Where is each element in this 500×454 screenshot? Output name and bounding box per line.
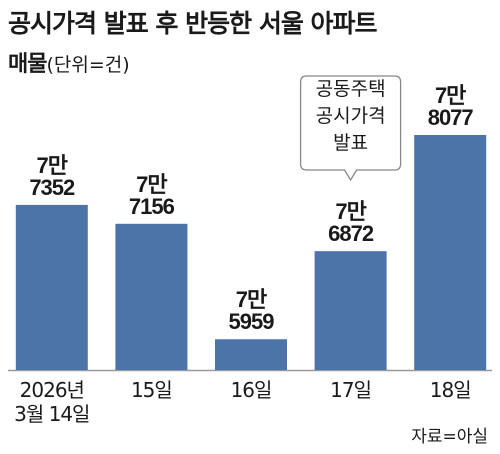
- x-tick-label: 17일: [330, 378, 372, 402]
- bar: [314, 251, 387, 370]
- value-label: 7만 5959: [228, 287, 275, 335]
- unit: (단위=건): [46, 54, 130, 76]
- value-label: 7만 7352: [29, 152, 75, 200]
- callout-box: [299, 75, 402, 182]
- x-tick-label: 18일: [429, 378, 472, 402]
- x-tick-label: 2026년 3월 14일: [14, 378, 90, 426]
- subtitle: 매물(단위=건): [8, 46, 130, 78]
- bar: [414, 134, 487, 370]
- value-label: 7만 8077: [427, 82, 474, 130]
- x-tick-label: 15일: [130, 378, 173, 402]
- source: 자료=아실: [411, 427, 488, 447]
- value-label: 7만 7156: [128, 171, 175, 219]
- value-label: 7만 6872: [328, 199, 374, 247]
- annotation: 공동주택 공시가격 발표: [315, 78, 386, 154]
- x-tick-label: 16일: [230, 378, 273, 402]
- bar: [15, 204, 88, 370]
- bar: [215, 339, 287, 370]
- chart-title: 공시가격 발표 후 반등한 서울 아파트: [8, 9, 378, 38]
- subtitle-main: 매물: [8, 52, 47, 77]
- bar: [115, 223, 188, 370]
